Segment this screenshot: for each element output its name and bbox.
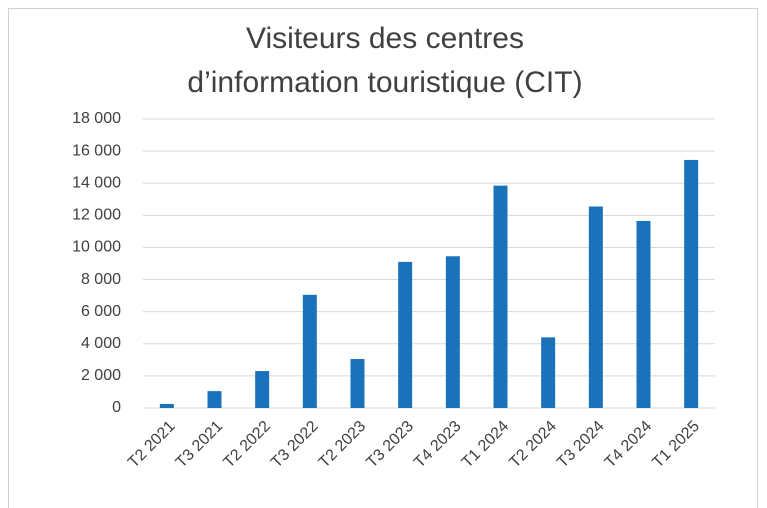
x-tick-label: T2 2024 xyxy=(506,418,560,472)
x-tick-label: T2 2021 xyxy=(125,418,179,472)
x-tick-label: T3 2023 xyxy=(363,418,417,472)
bar xyxy=(684,159,699,408)
y-tick-label: 8 000 xyxy=(81,271,121,288)
bar xyxy=(445,256,460,408)
y-tick-label: 16 000 xyxy=(72,142,121,159)
y-tick-label: 18 000 xyxy=(72,110,121,127)
chart-title: Visiteurs des centres xyxy=(246,22,524,55)
bar xyxy=(255,371,270,408)
x-tick-label: T3 2022 xyxy=(268,418,322,472)
x-tick-label: T1 2024 xyxy=(459,418,513,472)
bar xyxy=(207,391,222,408)
y-tick-label: 0 xyxy=(112,399,121,416)
bar xyxy=(398,261,413,408)
bar xyxy=(636,220,651,408)
y-tick-label: 10 000 xyxy=(72,239,121,256)
y-tick-label: 2 000 xyxy=(81,367,121,384)
chart-title: d’information touristique (CIT) xyxy=(187,66,582,99)
x-tick-label: T3 2024 xyxy=(554,418,608,472)
x-tick-label: T4 2024 xyxy=(602,418,656,472)
bar xyxy=(302,294,317,408)
bar xyxy=(159,403,174,408)
chart-frame xyxy=(8,8,758,508)
bar xyxy=(493,185,508,408)
x-tick-label: T3 2021 xyxy=(173,418,227,472)
y-tick-label: 4 000 xyxy=(81,335,121,352)
x-tick-label: T2 2023 xyxy=(316,418,370,472)
bar xyxy=(541,337,556,408)
x-tick-label: T1 2025 xyxy=(649,418,703,472)
y-tick-label: 6 000 xyxy=(81,303,121,320)
bar xyxy=(588,206,603,408)
x-tick-label: T4 2023 xyxy=(411,418,465,472)
y-tick-label: 14 000 xyxy=(72,174,121,191)
y-tick-label: 12 000 xyxy=(72,207,121,224)
x-tick-label: T2 2022 xyxy=(220,418,274,472)
bar xyxy=(350,359,365,408)
